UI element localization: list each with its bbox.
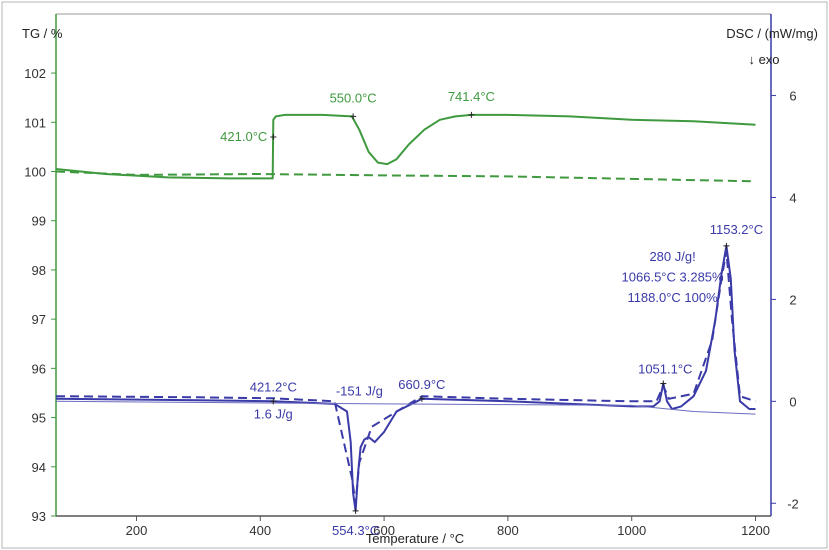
y2-axis-title: DSC / (mW/mg) — [726, 26, 818, 41]
dsc-dashed-curve-3 — [55, 250, 756, 505]
annotation-layer: 421.0°C 550.0°C 741.4°C 421.2°C 1.6 J/g -151 … — [220, 89, 763, 538]
marker-layer — [270, 111, 730, 514]
axes: 200 400 600 800 1000 1200 93 94 95 96 97 98 99 100 101… — [24, 14, 799, 538]
series-layer — [55, 113, 756, 512]
dsc-solid-curve-2 — [55, 244, 756, 512]
y2-tick-label: -2 — [787, 496, 799, 511]
tg-annotation-label: 421.0°C — [220, 129, 267, 144]
dsc-annotation-label: 1188.0°C 100% — [627, 290, 718, 305]
x-tick-label: 600 — [373, 523, 395, 538]
dsc-annotation-label: 1.6 J/g — [254, 406, 293, 421]
tg-annotation-label: 550.0°C — [330, 90, 377, 105]
y1-tick-label: 100 — [24, 164, 46, 179]
tg-point-marker — [468, 111, 475, 118]
x-axis-title: Temperature / °C — [366, 531, 464, 546]
y2-tick-label: 0 — [789, 394, 796, 409]
x-tick-label: 800 — [497, 523, 519, 538]
dsc-point-marker — [352, 507, 359, 514]
dsc-annotation-label: 1066.5°C 3.285% — [622, 270, 724, 285]
tg-annotation-label: 741.4°C — [448, 89, 495, 104]
y2-tick-label: 6 — [789, 89, 796, 104]
y1-tick-label: 99 — [32, 214, 46, 229]
x-tick-label: 1200 — [741, 523, 770, 538]
y1-tick-label: 98 — [32, 263, 46, 278]
tg-solid-curve-0 — [55, 113, 756, 180]
y1-tick-label: 97 — [32, 312, 46, 327]
dsc-annotation-label: 1153.2°C — [710, 222, 763, 237]
dsc-point-marker — [723, 242, 730, 249]
y1-tick-label: 93 — [32, 509, 46, 524]
dsc-annotation-label: 280 J/g! — [649, 249, 695, 264]
dsc-annotation-label: 1051.1°C — [638, 361, 692, 376]
y1-axis-title: TG / % — [22, 26, 63, 41]
tg-point-marker — [350, 113, 357, 120]
y1-tick-label: 94 — [32, 460, 46, 475]
dsc-annotation-label: 660.9°C — [398, 377, 445, 392]
y2-tick-label: 4 — [789, 190, 796, 205]
y1-tick-label: 95 — [32, 411, 46, 426]
y2-tick-label: 2 — [789, 292, 796, 307]
dsc-annotation-label: 554.3°C — [332, 523, 379, 538]
dsc-annotation-label: 421.2°C — [250, 379, 297, 394]
y1-tick-label: 101 — [24, 115, 46, 130]
dsc-point-marker — [660, 380, 667, 387]
dsc-annotation-label: -151 J/g — [336, 383, 383, 398]
tg-point-marker — [270, 134, 277, 141]
dsc-point-marker — [418, 395, 425, 402]
y1-tick-label: 96 — [32, 361, 46, 376]
dsc-point-marker — [270, 398, 277, 405]
exo-direction-label: ↓ exo — [748, 52, 779, 67]
tg-dashed-curve-1 — [55, 170, 756, 183]
dsc-thin-curve-4 — [55, 400, 756, 415]
x-tick-label: 1000 — [617, 523, 646, 538]
x-tick-label: 200 — [126, 523, 148, 538]
x-tick-label: 400 — [249, 523, 271, 538]
y1-tick-label: 102 — [24, 66, 46, 81]
